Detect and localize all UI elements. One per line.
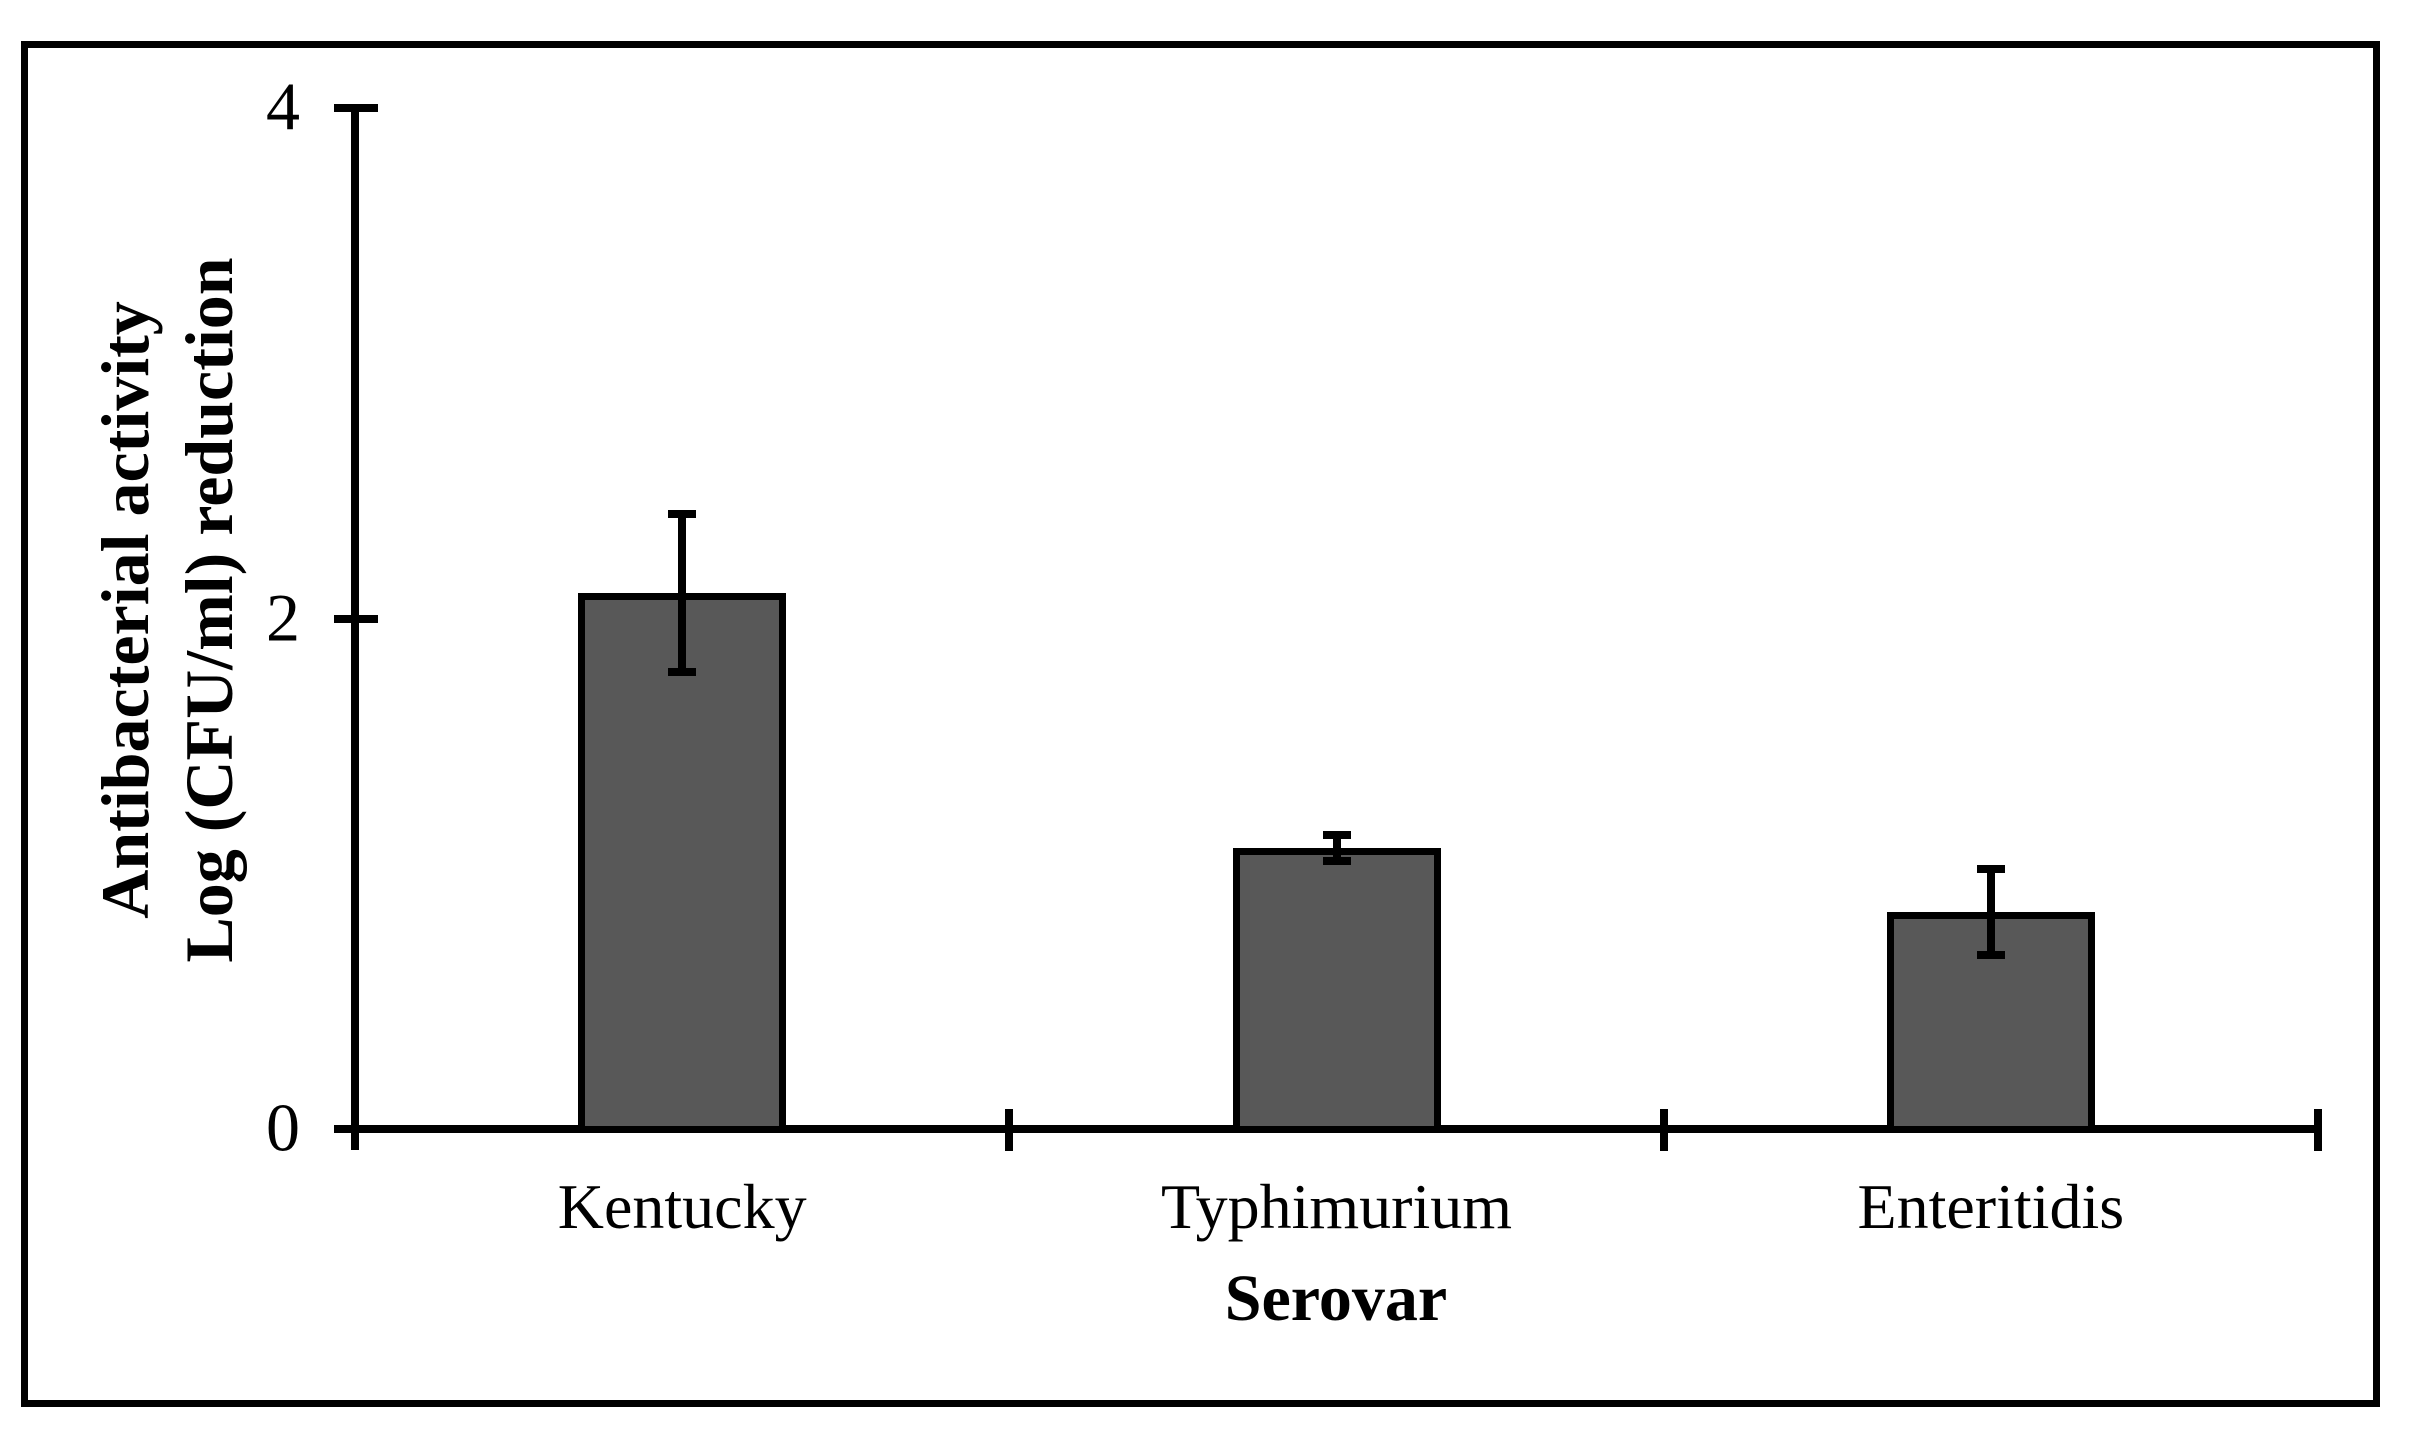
x-axis-tick-1 [1005,1109,1014,1151]
x-axis-tick-2 [1659,1109,1668,1151]
y-axis-tick-4 [334,104,378,112]
category-label-typhimurium: Typhimurium [1160,1171,1513,1242]
y-axis-tick-0 [334,1125,378,1133]
error-bar-cap-bottom-kentucky [668,668,697,677]
x-axis-title: Serovar [1224,1262,1448,1335]
error-bar-cap-bottom-typhimurium [1322,856,1351,865]
chart-frame [21,41,2380,1407]
y-axis-line [351,104,359,1150]
error-bar-cap-top-enteritidis [1976,864,2005,873]
error-bar-cap-bottom-enteritidis [1976,951,2005,960]
error-bar-typhimurium [1332,835,1341,861]
error-bar-enteritidis [1986,868,1995,956]
y-tick-label-4: 4 [266,68,300,145]
x-axis-tick-3 [2314,1109,2322,1151]
y-tick-label-0: 0 [266,1089,300,1166]
error-bar-kentucky [678,513,687,673]
error-bar-cap-top-kentucky [668,509,697,518]
category-label-kentucky: Kentucky [557,1171,807,1242]
bar-kentucky [578,592,787,1133]
y-tick-label-2: 2 [266,579,300,656]
y-axis-tick-2 [334,614,378,623]
category-label-enteritidis: Enteritidis [1857,1171,2125,1242]
bar-typhimurium [1232,848,1441,1133]
error-bar-cap-top-typhimurium [1322,831,1351,840]
